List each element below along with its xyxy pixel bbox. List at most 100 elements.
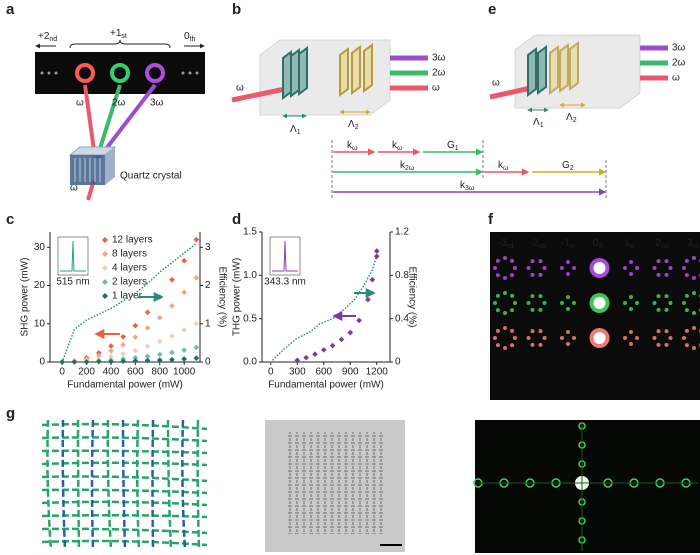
- panel-label: f: [488, 211, 494, 228]
- data-point: [95, 358, 102, 365]
- beam-lobe: [538, 329, 543, 334]
- x-tick-label: 0: [59, 367, 65, 378]
- beam-lobe: [629, 260, 633, 264]
- vector-label: G1: [447, 140, 459, 152]
- x-axis-label: Fundamental power (mW): [67, 380, 183, 391]
- beam-lobe: [538, 294, 543, 299]
- data-point: [169, 333, 175, 339]
- y2-tick-label: 0.4: [395, 313, 409, 324]
- legend-marker: [102, 251, 108, 257]
- beam-lobe: [493, 336, 497, 340]
- beam-lobe: [566, 295, 570, 299]
- y2-tick-label: 2: [205, 280, 211, 291]
- data-point: [132, 358, 139, 364]
- data-point: [312, 351, 318, 357]
- order-label-main: 3: [687, 238, 693, 249]
- y2-tick-label: 1.2: [395, 227, 409, 238]
- beam-lobe: [503, 346, 507, 350]
- order-label: +1st: [110, 28, 127, 40]
- inset-label: 515 nm: [56, 277, 89, 288]
- panel-a-art: [35, 39, 205, 201]
- y2-tick-label: 0.8: [395, 270, 409, 281]
- beam-lobe: [635, 301, 639, 305]
- panel-g-micrograph: [265, 420, 405, 552]
- beam-lobe: [652, 301, 657, 305]
- beam-lobe: [656, 329, 661, 334]
- beam-lobe: [526, 336, 531, 340]
- beam-lobe: [682, 336, 686, 340]
- beam-lobe: [656, 294, 661, 299]
- beam-lobe: [560, 266, 564, 270]
- legend-label: 1 layer: [112, 291, 143, 302]
- beam-lobe: [566, 272, 570, 276]
- legend-label: 8 layers: [112, 249, 147, 260]
- lattice-line: [166, 419, 173, 551]
- beam-lobe: [513, 266, 517, 270]
- vector-label-sub: 3ω: [465, 185, 475, 192]
- beam-lobe: [513, 336, 517, 340]
- order-label-sub: th: [598, 243, 604, 250]
- lattice-line: [41, 475, 208, 483]
- panel-label: a: [6, 1, 15, 18]
- data-point: [132, 347, 139, 354]
- beam-lobe: [538, 259, 543, 264]
- panel-label: b: [232, 1, 241, 18]
- lattice-line: [151, 419, 155, 551]
- order-label-main: 0: [593, 238, 599, 249]
- data-point: [156, 314, 163, 321]
- data-point: [329, 342, 336, 349]
- beam-lobe: [668, 336, 673, 340]
- data-point: [108, 353, 114, 360]
- beam-lobe: [530, 294, 535, 299]
- period-label: Λ2: [566, 112, 577, 124]
- period-label-main: Λ: [533, 117, 540, 128]
- order-label-main: 0: [184, 31, 190, 42]
- panel-g-lattice: [41, 419, 208, 551]
- y-tick-label: 30: [34, 242, 46, 253]
- beam-lobe: [629, 330, 633, 334]
- beam-lobe: [495, 343, 500, 348]
- x-tick-label: 300: [289, 367, 306, 378]
- period-label-sub: 2: [573, 117, 577, 124]
- period-label-sub: 1: [297, 129, 301, 136]
- lattice-line: [41, 527, 208, 535]
- legend-marker: [102, 279, 108, 285]
- data-point: [169, 276, 175, 283]
- legend-label: 4 layers: [112, 263, 147, 274]
- x-tick-label: 600: [315, 367, 332, 378]
- legend-marker: [102, 265, 108, 271]
- output-label: 3ω: [672, 43, 686, 54]
- axis: [261, 232, 391, 363]
- panel-f-art: [493, 256, 700, 350]
- x-axis-label: Fundamental power (mW): [268, 380, 384, 391]
- beam-lobe: [566, 307, 570, 311]
- beam-lobe: [635, 336, 639, 340]
- vector-label-sub: 1: [455, 145, 459, 152]
- data-point: [144, 343, 151, 350]
- data-point: [95, 350, 102, 356]
- order-label-sub: st: [570, 243, 576, 250]
- x-tick-label: 200: [78, 367, 95, 378]
- beam-lobe: [629, 342, 633, 346]
- order-label: 1st: [624, 238, 635, 250]
- order-label: 2nd: [656, 238, 669, 250]
- beam-lobe: [692, 276, 696, 280]
- input-label: ω: [236, 83, 244, 94]
- beam-lobe: [560, 336, 564, 340]
- beam-lobe: [623, 301, 627, 305]
- beam-lobe: [668, 301, 673, 305]
- inset-peak: [272, 240, 298, 272]
- order-label-sub: st: [630, 243, 636, 250]
- y-axis-label: SHG power (mW): [20, 258, 31, 337]
- order-label-sub: th: [190, 36, 196, 43]
- beam-lobe: [664, 272, 669, 277]
- beam-lobe: [664, 259, 669, 264]
- y-tick-label: 0: [39, 357, 45, 368]
- input-label: ω: [70, 183, 78, 194]
- data-point: [338, 336, 345, 343]
- order-label-sub: rd: [507, 243, 513, 250]
- data-point: [83, 359, 90, 365]
- data-point: [356, 317, 362, 324]
- y2-tick-label: 3: [205, 242, 211, 253]
